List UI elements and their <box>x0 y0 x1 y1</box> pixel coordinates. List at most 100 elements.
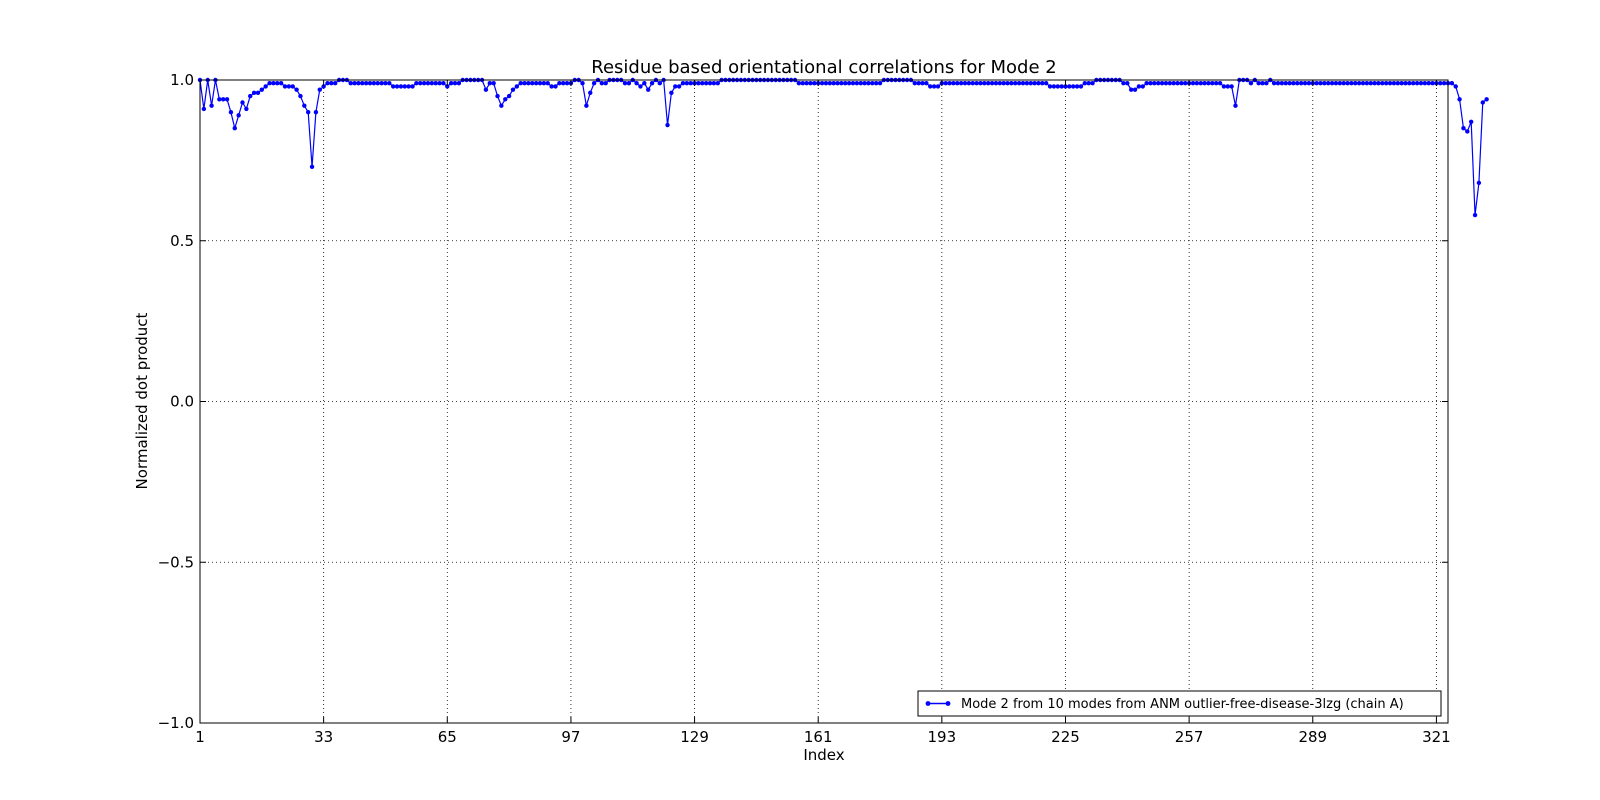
y-tick-label: −0.5 <box>158 553 194 571</box>
data-point <box>398 84 404 89</box>
x-tick-label: 161 <box>804 728 833 746</box>
data-point <box>931 84 937 89</box>
data-point <box>441 81 446 86</box>
data-point <box>1009 81 1014 86</box>
data-point <box>978 81 983 86</box>
data-point <box>673 84 678 89</box>
data-point <box>1036 81 1041 86</box>
data-point <box>537 81 543 86</box>
data-point <box>843 81 848 86</box>
data-point <box>1225 84 1230 89</box>
data-point <box>506 93 512 99</box>
data-point <box>394 84 400 89</box>
data-point <box>1345 81 1350 86</box>
data-point <box>313 109 319 115</box>
data-point <box>383 81 388 86</box>
data-point <box>580 81 585 86</box>
data-point <box>298 93 303 99</box>
data-point <box>1213 81 1219 86</box>
x-tick-label: 33 <box>314 728 333 746</box>
data-point <box>684 81 690 86</box>
data-point <box>1418 81 1424 86</box>
data-point <box>831 81 836 86</box>
data-point <box>642 81 647 86</box>
data-point <box>1461 126 1466 131</box>
data-point <box>1407 81 1412 86</box>
data-point <box>425 81 431 86</box>
data-point <box>275 81 280 86</box>
data-point <box>591 81 597 86</box>
data-point <box>429 81 435 86</box>
data-point <box>533 81 539 86</box>
data-point <box>309 164 315 170</box>
data-point <box>371 81 377 86</box>
data-point <box>715 81 720 86</box>
data-point <box>1341 81 1346 86</box>
data-point <box>244 106 249 112</box>
data-point <box>228 109 234 115</box>
data-point <box>1484 97 1489 102</box>
data-point <box>804 81 809 86</box>
data-point <box>390 84 396 89</box>
data-point <box>1260 81 1265 86</box>
data-point <box>1047 84 1053 89</box>
data-point <box>1229 84 1234 89</box>
data-point <box>224 97 230 102</box>
data-point <box>437 81 442 86</box>
data-point <box>920 81 925 86</box>
data-point <box>410 84 415 89</box>
data-point <box>1175 81 1180 86</box>
data-point <box>561 81 566 86</box>
data-point <box>974 81 979 86</box>
data-point <box>1476 180 1482 186</box>
data-point <box>1411 81 1416 86</box>
data-point <box>387 81 392 86</box>
data-point <box>302 103 307 108</box>
data-point <box>278 81 284 86</box>
data-point <box>1078 84 1084 89</box>
data-point <box>970 81 975 86</box>
data-point <box>819 81 825 86</box>
data-point <box>1279 81 1285 86</box>
data-point <box>1264 81 1269 86</box>
data-point <box>1005 81 1010 86</box>
data-point <box>1364 81 1370 86</box>
data-point <box>588 90 593 96</box>
data-point <box>1349 81 1354 86</box>
data-point <box>1302 81 1308 86</box>
data-point <box>1480 100 1485 105</box>
data-point <box>989 81 995 86</box>
data-point <box>367 81 373 86</box>
data-point <box>259 87 265 92</box>
data-point <box>997 81 1002 86</box>
data-point <box>1449 81 1455 86</box>
axes-ticks: 1 33 65 97 129 161 193 225 257 289 321 −1.0 −0.5 0.0 0… <box>158 71 1451 746</box>
data-point <box>1136 84 1142 89</box>
data-point <box>1148 81 1153 86</box>
data-point <box>352 81 357 86</box>
data-point <box>251 90 257 96</box>
data-point <box>1159 81 1165 86</box>
data-point <box>1291 81 1296 86</box>
data-point <box>947 81 952 86</box>
data-point <box>1132 87 1138 92</box>
data-point <box>445 84 450 89</box>
data-point <box>514 84 520 89</box>
data-point <box>1125 81 1130 86</box>
data-point <box>1322 81 1327 86</box>
data-point <box>1383 81 1389 86</box>
data-point <box>487 81 492 86</box>
data-point <box>993 81 999 86</box>
legend-marker-swatch <box>925 701 931 706</box>
data-point <box>1353 81 1358 86</box>
data-point <box>1063 84 1068 89</box>
data-point <box>483 87 489 92</box>
data-point <box>217 97 222 102</box>
data-point <box>240 100 245 105</box>
data-point <box>676 84 682 89</box>
data-point <box>553 84 558 89</box>
data-point <box>201 106 207 112</box>
data-point <box>1329 81 1335 86</box>
data-point <box>1314 81 1319 86</box>
